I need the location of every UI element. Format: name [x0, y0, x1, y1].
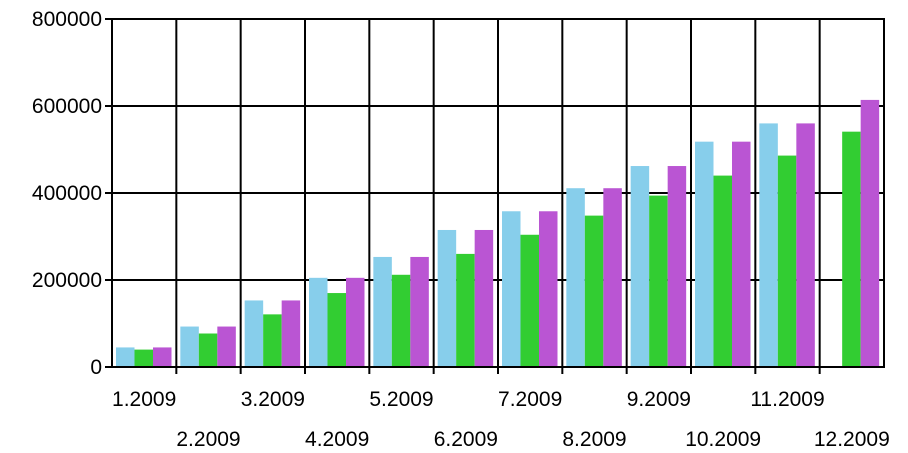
axes-layer [105, 18, 885, 374]
x-tick-label: 11.2009 [750, 388, 824, 411]
bar-series-3-10-2009 [732, 141, 751, 367]
y-tick-label: 400000 [32, 182, 102, 205]
bar-series-3-4-2009 [346, 277, 365, 367]
bar-series-2-9-2009 [649, 195, 668, 367]
bar-series-3-8-2009 [603, 188, 622, 367]
x-tick-label: 6.2009 [434, 428, 498, 451]
bar-series-2-7-2009 [520, 234, 539, 367]
x-tick-label: 1.2009 [112, 388, 176, 411]
bar-series-2-11-2009 [777, 155, 797, 367]
bar-series-3-11-2009 [796, 123, 815, 368]
bar-series-3-1-2009 [153, 347, 172, 367]
bar-series-1-7-2009 [502, 211, 521, 367]
bar-series-1-1-2009 [116, 347, 135, 367]
bar-series-2-8-2009 [584, 215, 604, 367]
bar-series-1-8-2009 [566, 188, 585, 367]
bar-series-2-4-2009 [327, 293, 346, 367]
bar-series-3-9-2009 [667, 166, 687, 367]
y-tick-label: 0 [90, 356, 102, 379]
bar-series-1-4-2009 [309, 277, 328, 367]
x-tick-label: 4.2009 [305, 428, 369, 451]
bar-series-1-5-2009 [373, 256, 392, 367]
x-tick-label: 12.2009 [814, 428, 890, 451]
labels-layer: 0 200000 400000 600000 800000 1.20092.20093.2… [32, 8, 890, 451]
bar-series-3-12-2009 [860, 99, 880, 367]
bar-series-3-2-2009 [217, 326, 236, 367]
bar-series-2-2-2009 [198, 333, 218, 367]
bar-series-3-6-2009 [474, 229, 494, 367]
bar-series-1-6-2009 [437, 229, 457, 367]
y-tick-label: 600000 [32, 95, 102, 118]
y-tick-label: 200000 [32, 269, 102, 292]
x-tick-label: 2.2009 [176, 428, 240, 451]
x-tick-label: 5.2009 [369, 388, 433, 411]
bar-series-1-9-2009 [630, 166, 650, 367]
bar-series-2-3-2009 [263, 314, 282, 367]
bar-series-3-5-2009 [410, 256, 429, 367]
bar-series-3-3-2009 [281, 300, 301, 367]
x-tick-label: 7.2009 [498, 388, 562, 411]
bar-series-1-10-2009 [695, 141, 714, 367]
bar-series-1-11-2009 [759, 123, 778, 368]
bar-series-2-1-2009 [134, 349, 153, 367]
bar-series-2-6-2009 [456, 253, 475, 367]
bar-series-1-3-2009 [244, 300, 264, 367]
plot-frame [111, 18, 885, 368]
x-tick-label: 10.2009 [685, 428, 761, 451]
y-tick-label: 800000 [32, 8, 102, 31]
bar-series-2-12-2009 [842, 131, 861, 367]
x-tick-label: 8.2009 [562, 428, 626, 451]
bars-layer [116, 99, 880, 368]
bar-series-2-5-2009 [391, 274, 411, 367]
bar-series-3-7-2009 [539, 211, 558, 367]
bar-series-1-2-2009 [180, 326, 199, 367]
x-tick-label: 3.2009 [241, 388, 305, 411]
bar-series-2-10-2009 [713, 175, 732, 367]
x-tick-label: 9.2009 [627, 388, 691, 411]
